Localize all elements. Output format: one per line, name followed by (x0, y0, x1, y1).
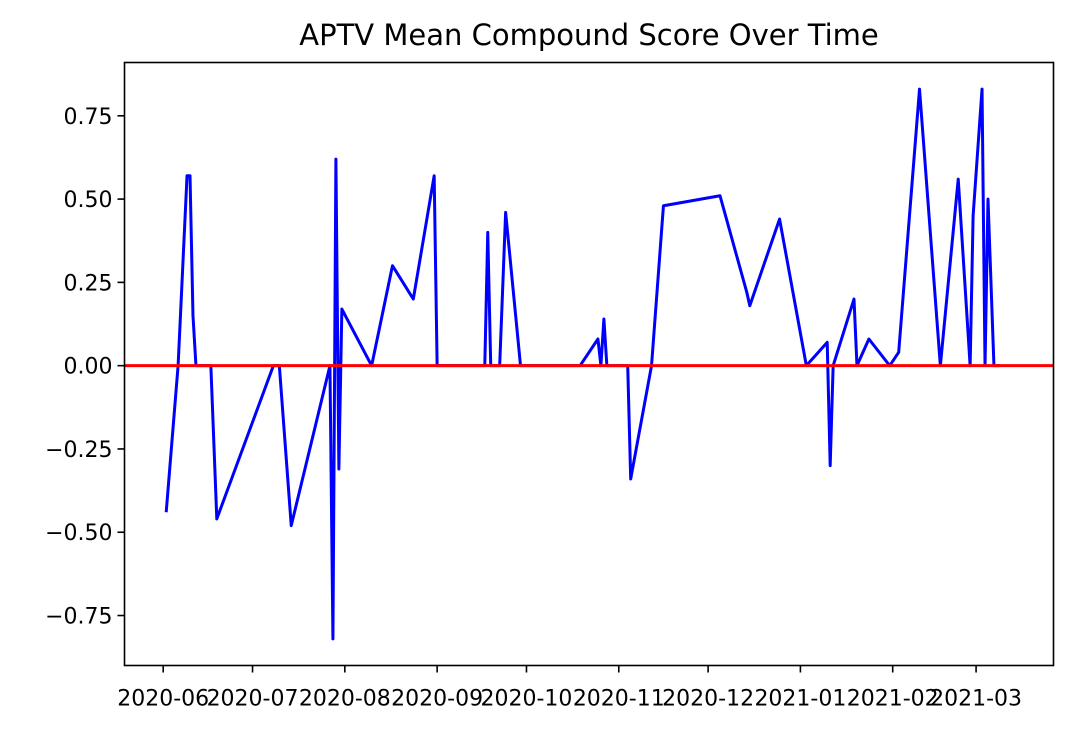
y-axis: 0.75 0.50 0.25 0.00 −0.25 −0.50 −0.75 (45, 105, 125, 630)
x-tick-label: 2020-12 (662, 687, 754, 712)
x-tick-label: 2020-08 (299, 687, 391, 712)
y-tick-label: −0.25 (45, 438, 112, 463)
y-tick-label: 0.00 (64, 355, 113, 380)
chart-title: APTV Mean Compound Score Over Time (299, 18, 879, 52)
x-tick-label: 2020-10 (481, 687, 573, 712)
x-tick-label: 2020-11 (573, 687, 665, 712)
x-tick-label: 2020-07 (207, 687, 299, 712)
plot-frame (123, 61, 1055, 667)
y-tick-label: −0.50 (45, 521, 112, 546)
y-tick-label: 0.50 (64, 188, 113, 213)
x-tick-label: 2020-06 (117, 687, 209, 712)
x-tick-label: 2021-01 (754, 687, 846, 712)
x-tick-label: 2021-02 (847, 687, 939, 712)
y-tick-label: 0.25 (64, 271, 113, 296)
plot-area (124, 87, 1054, 641)
x-tick-label: 2021-03 (930, 687, 1022, 712)
x-tick-label: 2020-09 (391, 687, 483, 712)
y-tick-label: 0.75 (64, 105, 113, 130)
y-tick-label: −0.75 (45, 605, 112, 630)
